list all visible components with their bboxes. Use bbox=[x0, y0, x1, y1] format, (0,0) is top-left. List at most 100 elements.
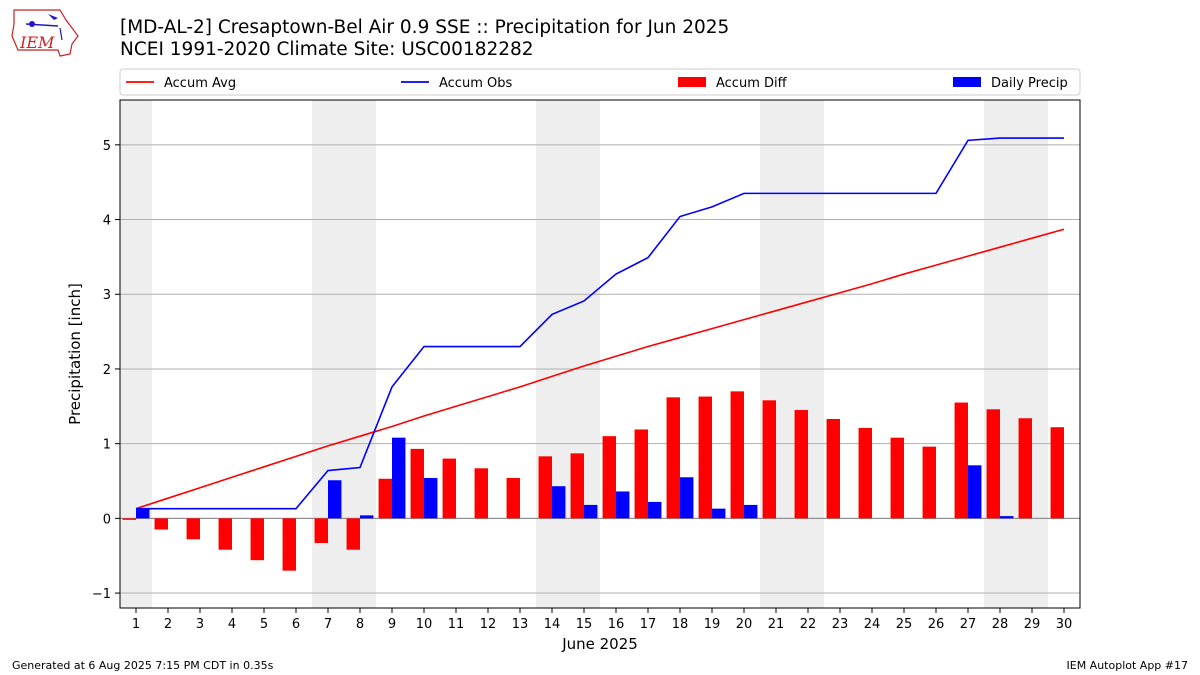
line-series bbox=[135, 137, 1065, 510]
daily-precip-bar bbox=[744, 504, 758, 519]
accum-diff-bar bbox=[442, 458, 456, 519]
x-tick-label: 13 bbox=[512, 617, 529, 632]
x-tick-label: 17 bbox=[640, 617, 657, 632]
daily-precip-bar bbox=[136, 508, 150, 519]
y-tick-label: 0 bbox=[103, 512, 111, 527]
accum-diff-bar bbox=[794, 410, 808, 519]
x-tick-label: 22 bbox=[800, 617, 817, 632]
weekend-band bbox=[1016, 100, 1048, 608]
x-tick-label: 12 bbox=[480, 617, 497, 632]
daily-precip-bar bbox=[712, 508, 726, 519]
accum-diff-bar bbox=[186, 518, 200, 540]
x-tick-label: 14 bbox=[544, 617, 561, 632]
legend: Accum Avg Accum Obs Accum Diff Daily Precip bbox=[119, 68, 1081, 96]
x-tick-label: 30 bbox=[1056, 617, 1073, 632]
accum-diff-bar bbox=[1050, 427, 1064, 519]
daily-precip-bar bbox=[360, 515, 374, 519]
daily-precip-bar bbox=[392, 437, 406, 519]
accum-diff-bar bbox=[346, 518, 360, 550]
y-axis-label: Precipitation [inch] bbox=[66, 283, 84, 425]
logo-text: IEM bbox=[19, 33, 55, 52]
accum-diff-bar bbox=[218, 518, 232, 550]
legend-swatch bbox=[678, 77, 706, 87]
x-tick-label: 10 bbox=[416, 617, 433, 632]
x-tick-label: 1 bbox=[132, 617, 140, 632]
iem-logo: IEM bbox=[11, 9, 79, 57]
accum-diff-bar bbox=[250, 518, 264, 561]
accum-diff-bar bbox=[762, 400, 776, 519]
y-tick-label: 2 bbox=[103, 363, 111, 378]
chart-subtitle: NCEI 1991-2020 Climate Site: USC00182282 bbox=[120, 39, 534, 60]
daily-precip-bar bbox=[584, 504, 598, 519]
x-tick-label: 5 bbox=[260, 617, 268, 632]
x-tick-label: 23 bbox=[832, 617, 849, 632]
accum-diff-bar bbox=[506, 478, 520, 519]
legend-label: Accum Avg bbox=[164, 76, 236, 91]
legend-frame bbox=[119, 68, 1081, 96]
legend-label: Daily Precip bbox=[991, 76, 1068, 91]
x-tick-label: 28 bbox=[992, 617, 1009, 632]
y-tick-label: 3 bbox=[103, 288, 111, 303]
gridlines bbox=[120, 144, 1080, 594]
weekend-band bbox=[568, 100, 600, 608]
weekend-band bbox=[792, 100, 824, 608]
weekend-band bbox=[120, 100, 152, 608]
accum-diff-bar bbox=[634, 429, 648, 519]
footer-app: IEM Autoplot App #17 bbox=[1066, 659, 1189, 672]
daily-precip-bar bbox=[616, 491, 630, 519]
accum-diff-bar bbox=[922, 446, 936, 519]
accum-diff-bar bbox=[474, 468, 488, 519]
x-tick-label: 21 bbox=[768, 617, 785, 632]
x-tick-label: 18 bbox=[672, 617, 689, 632]
accum-diff-bar bbox=[570, 453, 584, 519]
x-tick-label: 26 bbox=[928, 617, 945, 632]
legend-label: Accum Diff bbox=[716, 76, 788, 91]
daily-precip-bar bbox=[552, 486, 566, 519]
x-tick-label: 2 bbox=[164, 617, 172, 632]
accum-obs-line bbox=[136, 137, 1064, 510]
y-tick-label: 1 bbox=[103, 438, 111, 453]
accum-diff-bar bbox=[602, 436, 616, 519]
accum-diff-bar bbox=[666, 397, 680, 519]
legend-label: Accum Obs bbox=[439, 76, 512, 91]
x-tick-label: 29 bbox=[1024, 617, 1041, 632]
weekend-band bbox=[984, 100, 1016, 608]
accum-diff-bar bbox=[282, 518, 296, 571]
accum-diff-bar bbox=[410, 448, 424, 519]
daily-precip-bar bbox=[968, 465, 982, 519]
daily-precip-bar bbox=[1000, 516, 1014, 519]
daily-precip-bar bbox=[680, 477, 694, 519]
x-tick-label: 15 bbox=[576, 617, 593, 632]
x-axis-label: June 2025 bbox=[561, 635, 638, 653]
y-tick-label: 4 bbox=[103, 214, 111, 229]
x-tick-label: 16 bbox=[608, 617, 625, 632]
x-tick-label: 3 bbox=[196, 617, 204, 632]
y-tick-label: −1 bbox=[92, 587, 111, 602]
accum-diff-bar bbox=[826, 418, 840, 519]
x-tick-label: 27 bbox=[960, 617, 977, 632]
x-tick-label: 4 bbox=[228, 617, 236, 632]
x-tick-label: 11 bbox=[448, 617, 465, 632]
x-tick-label: 24 bbox=[864, 617, 881, 632]
y-tick-label: 5 bbox=[103, 139, 111, 154]
accum-diff-bar bbox=[954, 402, 968, 519]
accum-diff-bar bbox=[730, 391, 744, 519]
accum-diff-bar bbox=[314, 518, 328, 544]
accum-diff-bar bbox=[538, 456, 552, 519]
plot-frame bbox=[119, 99, 1081, 609]
weekend-band bbox=[536, 100, 568, 608]
accum-diff-bar bbox=[122, 518, 136, 520]
x-tick-label: 9 bbox=[388, 617, 396, 632]
accum-diff-bar bbox=[890, 437, 904, 519]
accum-diff-bar bbox=[858, 427, 872, 519]
daily-precip-bar bbox=[424, 478, 438, 519]
weekend-band bbox=[760, 100, 792, 608]
daily-precip-bar bbox=[648, 501, 662, 519]
x-tick-label: 7 bbox=[324, 617, 332, 632]
accum-avg-line bbox=[135, 228, 1065, 510]
x-tick-label: 8 bbox=[356, 617, 364, 632]
x-tick-label: 25 bbox=[896, 617, 913, 632]
accum-diff-bar bbox=[986, 409, 1000, 519]
